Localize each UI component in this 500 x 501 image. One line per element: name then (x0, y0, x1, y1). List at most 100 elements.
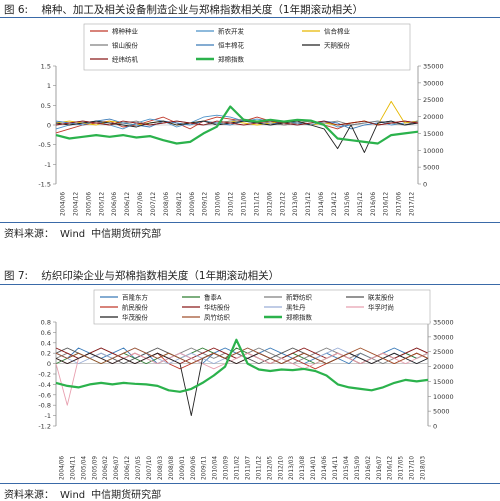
line-series-11 (55, 338, 429, 393)
x-tick-label: 2008/06 (164, 192, 170, 216)
x-tick-label: 2014/01 (311, 456, 317, 480)
right-tick-label: 15000 (433, 378, 454, 386)
x-tick-label: 2011/12 (256, 456, 262, 480)
x-tick-label: 2008/08 (169, 456, 175, 480)
x-tick-label: 2004/06 (60, 192, 66, 216)
right-tick-label: 20000 (423, 113, 444, 121)
legend-label: 联发股份 (368, 293, 395, 302)
x-tick-label: 2014/06 (322, 456, 328, 480)
legend-label: 新农开发 (218, 27, 245, 36)
left-tick-label: 0.5 (41, 102, 51, 110)
figure-6-bottom-rule (0, 222, 500, 223)
figure-6-number: 图 6: (4, 4, 29, 16)
x-tick-label: 2014/06 (319, 192, 325, 216)
x-tick-label: 2005/06 (86, 192, 92, 216)
source-org: 中信期货研究部 (91, 490, 162, 501)
left-tick-label: -0.2 (38, 371, 51, 379)
x-tick-label: 2009/11 (202, 456, 208, 480)
right-tick-label: 35000 (423, 63, 444, 71)
x-tick-label: 2011/02 (235, 456, 241, 480)
x-tick-label: 2015/06 (345, 192, 351, 216)
legend-label: 郑棉指数 (218, 55, 245, 64)
x-tick-label: 2010/04 (213, 456, 219, 480)
figure-6-chart: 1.5 1 0.5 0 -0.5 -1 -1.5 35000 30000 25000 20000 15… (38, 23, 444, 216)
right-tick-label: 10000 (433, 393, 454, 401)
right-tick-label: 35000 (433, 319, 454, 327)
x-tick-label: 2012/06 (267, 192, 273, 216)
x-tick-label: 2004/06 (59, 456, 65, 480)
right-tick-label: 10000 (423, 147, 444, 155)
legend-label: 华茂股份 (122, 313, 149, 322)
x-tick-label: 2016/07 (377, 456, 383, 480)
left-tick-label: -1 (45, 412, 51, 420)
x-tick-label: 2007/05 (136, 456, 142, 480)
figure-6-title-rule (0, 17, 500, 18)
x-tick-label: 2004/12 (73, 192, 79, 216)
x-tick-label: 2013/06 (293, 192, 299, 216)
left-tick-label: 1.5 (41, 63, 51, 71)
left-tick-label: -1.2 (38, 423, 51, 431)
figure-7-bottom-rule (0, 483, 500, 484)
line-series-6 (55, 120, 419, 153)
x-tick-label: 2012/10 (278, 456, 284, 480)
right-tick-label: 0 (423, 181, 427, 189)
legend-label: 郑棉指数 (286, 313, 313, 322)
x-tick-label: 2011/12 (254, 192, 260, 216)
x-tick-label: 2016/02 (366, 456, 372, 480)
left-tick-label: -0.6 (38, 391, 51, 399)
x-tick-label: 2007/06 (138, 192, 144, 216)
right-tick-label: 25000 (433, 348, 454, 356)
legend-box (83, 23, 411, 71)
figure-6-source: 资料来源： Wind 中信期货研究部 (4, 225, 161, 240)
legend-label: 凤竹纺织 (204, 313, 231, 322)
right-tick-label: 15000 (423, 130, 444, 138)
x-tick-label: 2008/12 (177, 192, 183, 216)
x-tick-label: 2006/07 (114, 456, 120, 480)
left-tick-label: -0.8 (38, 402, 51, 410)
x-tick-label: 2007/10 (147, 456, 153, 480)
x-tick-label: 2016/12 (388, 456, 394, 480)
source-value: Wind (60, 229, 86, 240)
x-tick-label: 2018/03 (421, 456, 427, 480)
left-tick-label: 0.4 (41, 339, 51, 347)
right-tick-label: 25000 (423, 96, 444, 104)
legend-label: 鲁泰A (204, 293, 222, 302)
x-tick-label: 2010/09 (224, 456, 230, 480)
legend-label: 棉种种业 (112, 27, 139, 36)
source-label: 资料来源： (4, 490, 54, 501)
legend-label: 恒丰棉花 (218, 41, 245, 50)
x-tick-label: 2016/06 (371, 192, 377, 216)
x-tick-label: 2006/12 (125, 456, 131, 480)
x-tick-label: 2009/06 (191, 456, 197, 480)
figure-7-number: 图 7: (4, 270, 29, 282)
x-tick-label: 2006/12 (125, 192, 131, 216)
x-tick-label: 2011/06 (241, 192, 247, 216)
legend-label: 百隆东方 (122, 293, 149, 302)
x-tick-label: 2015/09 (355, 456, 361, 480)
left-tick-label: 0.2 (41, 350, 51, 358)
legend-box (93, 289, 431, 325)
figure-7-chart: 0.8 0.6 0.4 0.2 0 -0.2 -0.4 -0.6 -0.8 -1 -1.2 35000… (38, 289, 454, 480)
x-tick-label: 2017/06 (397, 192, 403, 216)
figure-7-title: 图 7: 纺织印染企业与郑棉指数相关度（1年期滚动相关） (4, 268, 279, 283)
x-tick-label: 2007/12 (151, 192, 157, 216)
source-org: 中信期货研究部 (91, 229, 162, 240)
right-tick-label: 30000 (423, 79, 444, 87)
x-tick-label: 2011/07 (245, 456, 251, 480)
x-tick-label: 2014/12 (332, 192, 338, 216)
x-tick-label: 2014/11 (333, 456, 339, 480)
legend-label: 天鹅股份 (324, 41, 351, 50)
figure-7-source: 资料来源： Wind 中信期货研究部 (4, 486, 161, 501)
left-tick-label: 0.6 (41, 329, 51, 337)
legend-label: 华孚时尚 (368, 303, 394, 312)
left-tick-label: 1 (47, 82, 51, 90)
x-tick-label: 2013/03 (289, 456, 295, 480)
legend-label: 黑牡丹 (286, 303, 306, 312)
right-tick-label: 5000 (423, 164, 440, 172)
right-tick-label: 30000 (433, 333, 454, 341)
figure-7-title-rule (0, 284, 500, 285)
x-tick-label: 2013/08 (300, 456, 306, 480)
x-tick-label: 2016/12 (384, 192, 390, 216)
x-tick-label: 2012/12 (280, 192, 286, 216)
left-tick-label: -0.4 (38, 381, 51, 389)
